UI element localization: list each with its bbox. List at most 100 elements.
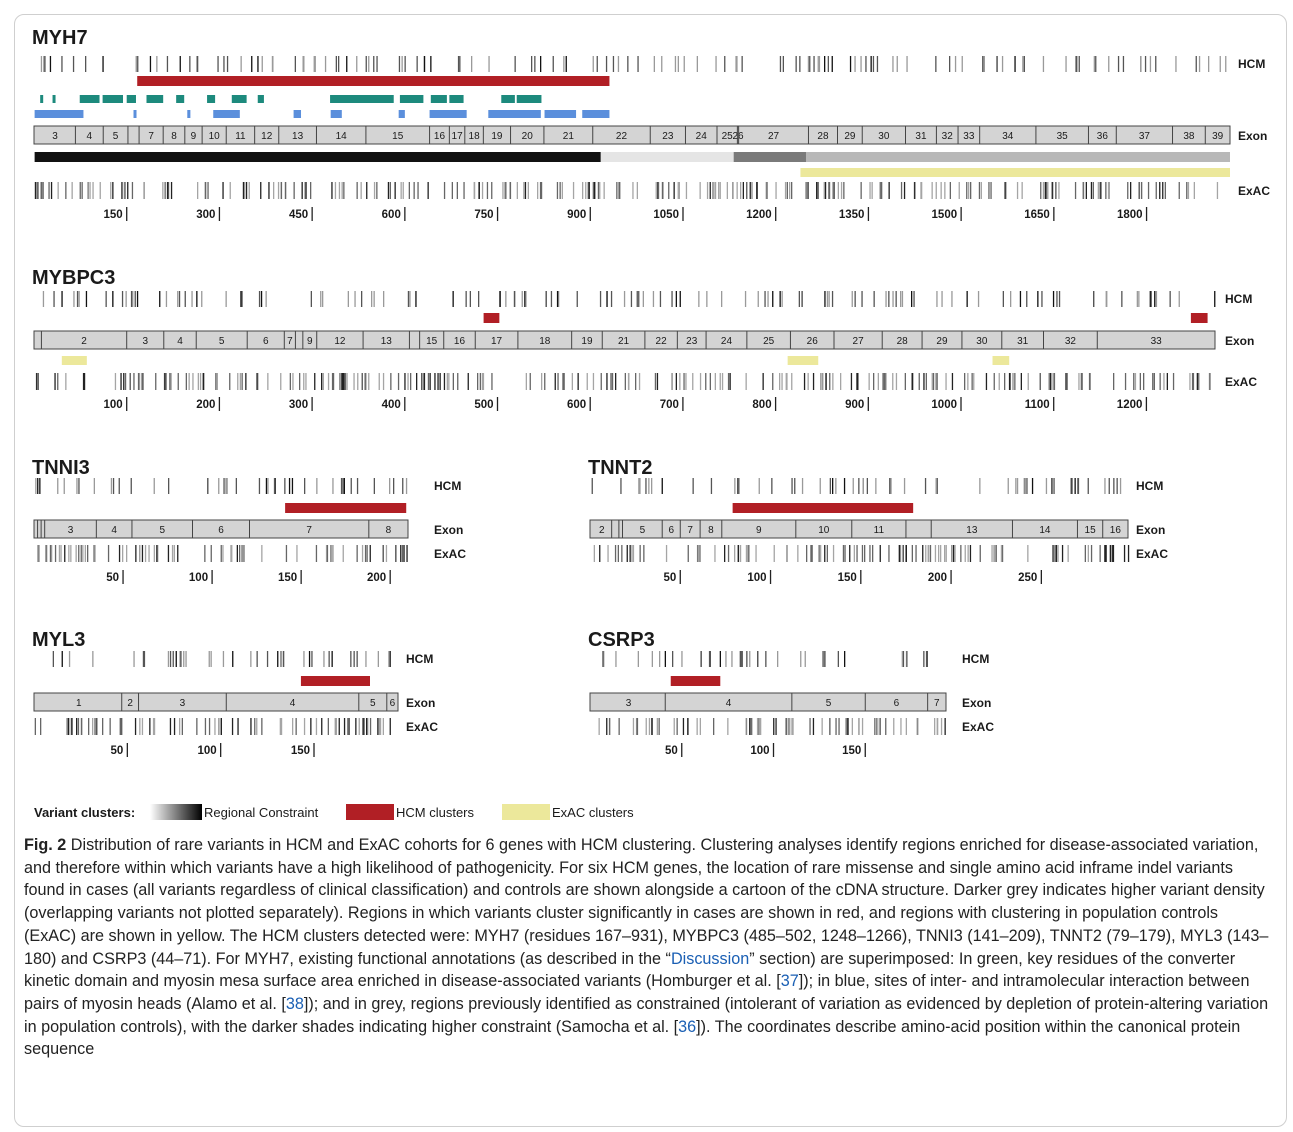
myh7-hcm-variant-tick bbox=[1023, 56, 1025, 72]
myh7-interaction-annotation-bar bbox=[398, 110, 405, 118]
tnnt2-exac-variant-tick bbox=[1090, 545, 1093, 562]
myh7-exac-variant-tick bbox=[478, 182, 480, 199]
tnni3-hcm-variant-tick bbox=[258, 478, 261, 494]
myh7-hcm-variant-tick bbox=[189, 56, 191, 72]
myh7-exac-variant-tick bbox=[280, 182, 283, 199]
mybpc3-exac-variant-tick bbox=[37, 373, 39, 390]
myh7-exac-variant-tick bbox=[816, 182, 818, 199]
myh7-hcm-variant-tick bbox=[596, 56, 598, 72]
tnni3-exac-variant-tick bbox=[93, 545, 95, 562]
myh7-hcm-variant-tick bbox=[954, 56, 957, 72]
tnni3-hcm-variant-tick bbox=[63, 478, 65, 494]
mybpc3-exac-variant-tick bbox=[635, 373, 637, 390]
tnni3-hcm-variant-tick bbox=[130, 478, 132, 494]
myh7-exac-variant-tick bbox=[1005, 182, 1007, 199]
myh7-exon-label: 35 bbox=[1057, 131, 1069, 142]
myh7-exac-row-label: ExAC bbox=[1238, 184, 1270, 198]
tnni3-exac-variant-tick bbox=[220, 545, 222, 562]
mybpc3-exac-variant-tick bbox=[1008, 373, 1011, 390]
tnnt2-exac-variant-tick bbox=[934, 545, 937, 562]
mybpc3-exac-variant-tick bbox=[967, 373, 969, 390]
mybpc3-hcm-variant-tick bbox=[854, 291, 856, 307]
tnni3-hcm-variant-tick bbox=[304, 478, 306, 494]
myh7-hcm-variant-tick bbox=[459, 56, 461, 72]
myl3-exac-variant-tick bbox=[173, 718, 176, 735]
myh7-exon-label: 16 bbox=[434, 131, 446, 142]
tnnt2-exac-variant-tick bbox=[954, 545, 956, 562]
mybpc3-exac-variant-tick bbox=[877, 373, 879, 390]
myh7-axis-tick-label: 1050 bbox=[653, 209, 679, 221]
myl3-exac-variant-tick bbox=[256, 718, 258, 735]
tnni3-exac-variant-tick bbox=[326, 545, 329, 562]
tnni3-hcm-variant-tick bbox=[78, 478, 80, 494]
myh7-exac-variant-tick bbox=[1108, 182, 1110, 199]
tnnt2-exac-variant-tick bbox=[1084, 545, 1086, 562]
mybpc3-exac-variant-tick bbox=[448, 373, 450, 390]
tnnt2-exac-variant-tick bbox=[952, 545, 955, 562]
mybpc3-hcm-variant-tick bbox=[636, 291, 638, 307]
myh7-exac-variant-tick bbox=[539, 182, 542, 199]
tnnt2-exac-variant-tick bbox=[929, 545, 932, 562]
myh7-hcm-variant-tick bbox=[135, 56, 137, 72]
myh7-exac-variant-tick bbox=[1085, 182, 1087, 199]
myh7-hcm-variant-tick bbox=[294, 56, 296, 72]
tnnt2-exon-row-label: Exon bbox=[1136, 523, 1165, 537]
mybpc3-hcm-variant-tick bbox=[178, 291, 181, 307]
tnnt2-exac-variant-tick bbox=[697, 545, 699, 562]
mybpc3-exac-variant-tick bbox=[656, 373, 659, 390]
myh7-exac-variant-tick bbox=[473, 182, 476, 199]
tnnt2-exac-variant-tick bbox=[811, 545, 813, 562]
tnnt2-exac-variant-tick bbox=[724, 545, 726, 562]
myh7-hcm-variant-tick bbox=[1042, 56, 1045, 72]
mybpc3-hcm-cluster-bar bbox=[483, 313, 500, 323]
myh7-exac-variant-tick bbox=[245, 182, 248, 199]
myh7-hcm-variant-tick bbox=[223, 56, 225, 72]
mybpc3-hcm-variant-tick bbox=[941, 291, 943, 307]
csrp3-exac-variant-tick bbox=[618, 718, 620, 735]
myh7-hcm-variant-tick bbox=[314, 56, 316, 72]
tnni3-hcm-variant-tick bbox=[332, 478, 334, 494]
myl3-exon-label: 3 bbox=[180, 698, 186, 709]
myh7-exac-variant-tick bbox=[658, 182, 660, 199]
mybpc3-hcm-variant-tick bbox=[53, 291, 55, 307]
myl3-hcm-variant-tick bbox=[210, 651, 212, 667]
reference-link-37[interactable]: 37 bbox=[780, 972, 799, 991]
tnni3-hcm-variant-tick bbox=[273, 478, 276, 494]
tnni3-exac-variant-tick bbox=[332, 545, 334, 562]
myl3-exac-variant-tick bbox=[279, 718, 281, 735]
mybpc3-exac-variant-tick bbox=[357, 373, 359, 390]
tnni3-exac-variant-tick bbox=[45, 545, 47, 562]
myh7-hcm-variant-tick bbox=[617, 56, 620, 72]
reference-link-36[interactable]: 36 bbox=[678, 1017, 697, 1036]
mybpc3-exon-row-label: Exon bbox=[1225, 334, 1254, 348]
myh7-axis-tick-label: 600 bbox=[382, 209, 401, 221]
myh7-exac-variant-tick bbox=[540, 182, 543, 199]
mybpc3-exac-variant-tick bbox=[615, 373, 617, 390]
myh7-hcm-variant-tick bbox=[627, 56, 629, 72]
tnnt2-exac-variant-tick bbox=[905, 545, 907, 562]
reference-link-38[interactable]: 38 bbox=[285, 994, 304, 1013]
myh7-exac-variant-tick bbox=[789, 182, 791, 199]
tnnt2-exac-variant-tick bbox=[617, 545, 619, 562]
myl3-exac-row-label: ExAC bbox=[406, 720, 438, 734]
tnni3-exac-variant-tick bbox=[330, 545, 332, 562]
mybpc3-hcm-variant-tick bbox=[112, 291, 114, 307]
myl3-exon-label: 5 bbox=[370, 698, 376, 709]
tnni3-exac-variant-tick bbox=[78, 545, 80, 562]
tnnt2-exon-label: 15 bbox=[1085, 525, 1097, 536]
myh7-exac-variant-tick bbox=[832, 182, 834, 199]
myl3-hcm-variant-tick bbox=[143, 651, 146, 667]
tnnt2-exac-variant-tick bbox=[1099, 545, 1101, 562]
csrp3-exon-row-label: Exon bbox=[962, 696, 991, 710]
myh7-exac-variant-tick bbox=[843, 182, 845, 199]
mybpc3-exac-variant-tick bbox=[422, 373, 424, 390]
myh7-hcm-variant-tick bbox=[961, 56, 963, 72]
myh7-exac-variant-tick bbox=[988, 182, 990, 199]
mybpc3-hcm-variant-tick bbox=[1058, 291, 1061, 307]
myl3-hcm-variant-tick bbox=[328, 651, 330, 667]
mybpc3-exac-variant-tick bbox=[1066, 373, 1068, 390]
discussion-link[interactable]: Discussion bbox=[670, 949, 750, 968]
mybpc3-hcm-variant-tick bbox=[525, 291, 527, 307]
myl3-hcm-variant-tick bbox=[277, 651, 279, 667]
legend-swatch-gradient bbox=[150, 804, 202, 820]
